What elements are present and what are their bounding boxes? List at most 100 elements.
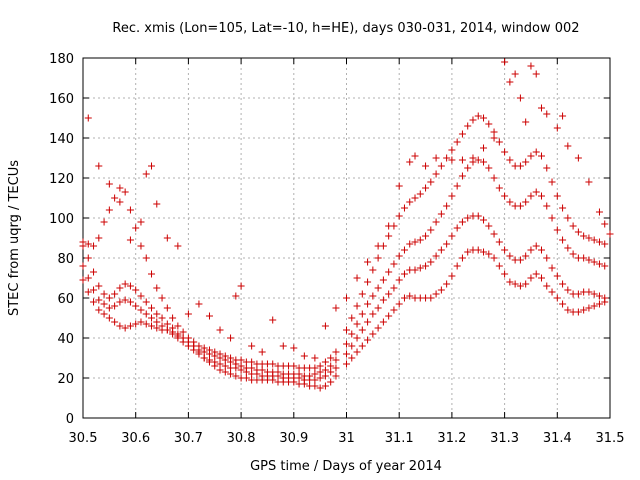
data-point bbox=[548, 264, 556, 272]
data-point bbox=[553, 192, 561, 200]
data-point bbox=[227, 354, 235, 362]
data-point bbox=[385, 268, 393, 276]
data-point bbox=[432, 218, 440, 226]
data-point bbox=[537, 152, 545, 160]
series-1 bbox=[79, 212, 609, 384]
data-point bbox=[411, 152, 419, 160]
data-point bbox=[501, 148, 509, 156]
data-point bbox=[132, 286, 140, 294]
data-point bbox=[427, 226, 435, 234]
data-point bbox=[174, 322, 182, 330]
data-point bbox=[395, 182, 403, 190]
data-point bbox=[595, 300, 603, 308]
x-tick-label: 31.5 bbox=[596, 431, 625, 446]
data-point bbox=[564, 306, 572, 314]
data-point bbox=[432, 252, 440, 260]
data-point bbox=[100, 300, 108, 308]
data-point bbox=[353, 274, 361, 282]
data-point bbox=[506, 156, 514, 164]
data-point bbox=[416, 236, 424, 244]
data-point bbox=[153, 284, 161, 292]
data-point bbox=[506, 252, 514, 260]
data-point bbox=[353, 320, 361, 328]
data-point bbox=[258, 348, 266, 356]
data-point bbox=[464, 122, 472, 130]
data-point bbox=[90, 242, 98, 250]
data-point bbox=[95, 306, 103, 314]
data-point bbox=[590, 302, 598, 310]
data-point bbox=[343, 340, 350, 348]
data-point bbox=[411, 266, 419, 274]
data-point bbox=[580, 306, 588, 314]
data-point bbox=[511, 70, 519, 78]
data-point bbox=[511, 280, 519, 288]
data-point bbox=[443, 280, 451, 288]
data-point bbox=[290, 362, 298, 370]
data-point bbox=[111, 302, 119, 310]
data-point bbox=[601, 240, 609, 248]
data-point bbox=[258, 366, 266, 374]
data-point bbox=[300, 352, 308, 360]
data-point bbox=[490, 230, 498, 238]
data-point bbox=[480, 216, 488, 224]
data-point bbox=[105, 304, 113, 312]
data-point bbox=[100, 310, 108, 318]
data-point bbox=[221, 362, 229, 370]
x-axis-label: GPS time / Days of year 2014 bbox=[250, 459, 442, 474]
data-point bbox=[364, 300, 372, 308]
data-point bbox=[327, 368, 335, 376]
y-tick-label: 120 bbox=[49, 172, 74, 187]
data-point bbox=[495, 238, 503, 246]
data-point bbox=[559, 236, 567, 244]
data-point bbox=[480, 158, 488, 166]
y-tick-label: 160 bbox=[49, 92, 74, 107]
data-point bbox=[195, 300, 203, 308]
data-point bbox=[574, 308, 582, 316]
data-point bbox=[116, 184, 124, 192]
data-point bbox=[95, 296, 103, 304]
data-point bbox=[464, 248, 472, 256]
data-point bbox=[437, 246, 445, 254]
data-point bbox=[453, 182, 461, 190]
data-point bbox=[84, 288, 92, 296]
data-point bbox=[116, 298, 124, 306]
data-point bbox=[237, 356, 245, 364]
data-point bbox=[443, 154, 451, 162]
data-point bbox=[559, 112, 567, 120]
data-point bbox=[574, 154, 582, 162]
data-point bbox=[158, 322, 166, 330]
data-point bbox=[332, 348, 340, 356]
data-point bbox=[574, 290, 582, 298]
data-point bbox=[485, 120, 493, 128]
data-point bbox=[374, 304, 382, 312]
data-point bbox=[184, 334, 192, 342]
data-point bbox=[216, 326, 224, 334]
x-tick-label: 31.4 bbox=[543, 431, 572, 446]
data-point bbox=[553, 124, 561, 132]
data-point bbox=[343, 350, 350, 358]
data-point bbox=[126, 322, 134, 330]
data-point bbox=[126, 282, 134, 290]
data-point bbox=[559, 280, 567, 288]
x-tick-label: 31 bbox=[338, 431, 355, 446]
x-tick-label: 30.9 bbox=[279, 431, 308, 446]
data-point bbox=[132, 302, 140, 310]
data-point bbox=[343, 294, 350, 302]
y-tick-label: 180 bbox=[49, 52, 74, 67]
data-point bbox=[406, 292, 414, 300]
data-point bbox=[163, 326, 171, 334]
data-point bbox=[395, 276, 403, 284]
data-point bbox=[537, 192, 545, 200]
data-point bbox=[269, 360, 277, 368]
data-point bbox=[321, 322, 329, 330]
data-point bbox=[480, 114, 488, 122]
y-tick-label: 20 bbox=[57, 372, 74, 387]
data-point bbox=[142, 320, 150, 328]
data-point bbox=[200, 344, 208, 352]
data-point bbox=[343, 326, 350, 334]
data-point bbox=[105, 180, 113, 188]
data-point bbox=[580, 232, 588, 240]
data-point bbox=[485, 250, 493, 258]
data-point bbox=[490, 174, 498, 182]
data-point bbox=[153, 200, 161, 208]
